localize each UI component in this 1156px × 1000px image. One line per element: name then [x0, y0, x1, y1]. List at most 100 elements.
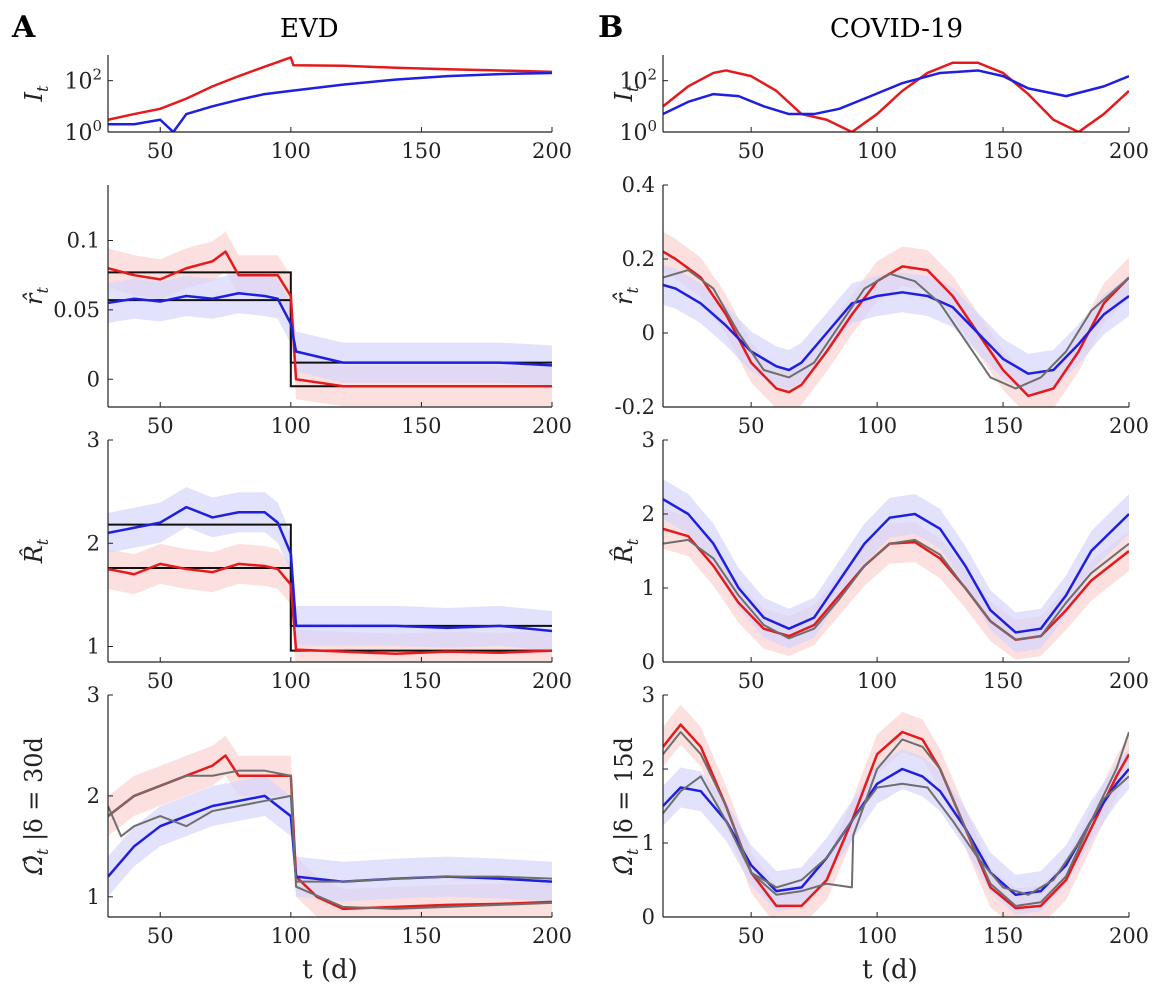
y-axis-label: Ω̂t |δ = 15d — [610, 737, 642, 876]
x-tick-label: 100 — [857, 924, 897, 948]
y-axis-label: Ω̂t |δ = 30d — [20, 737, 52, 876]
x-tick-label: 200 — [1109, 924, 1149, 948]
x-tick-label: 100 — [271, 924, 311, 948]
series-grey-2 — [663, 269, 1129, 390]
panel-title-covid: COVID-19 — [830, 14, 963, 44]
chart-B-R_t: 50 100 150 200 0 1 2 3 R̂t — [610, 428, 1149, 693]
y-tick-label: 3 — [87, 683, 100, 707]
y-tick-label: 100 — [64, 117, 102, 146]
panel-title-evd: EVD — [280, 14, 339, 44]
x-tick-label: 200 — [532, 924, 572, 948]
x-tick-label: 150 — [401, 139, 441, 163]
y-tick-label: 0.1 — [67, 229, 100, 253]
series-blue-1 — [663, 498, 1129, 634]
band-blue-1 — [108, 487, 552, 652]
x-tick-label: 150 — [983, 139, 1023, 163]
y-tick-label: 1 — [87, 635, 100, 659]
x-tick-label: 100 — [271, 414, 311, 438]
y-tick-label: 2 — [87, 531, 100, 555]
y-tick-label: 102 — [619, 66, 657, 95]
y-tick-label: 2 — [642, 502, 655, 526]
series-red-0 — [108, 250, 552, 388]
band-blue-1 — [108, 273, 552, 386]
y-tick-label: 2 — [642, 757, 655, 781]
x-tick-label: 200 — [532, 669, 572, 693]
y-tick-label: 0.05 — [53, 298, 100, 322]
x-tick-label: 50 — [738, 139, 765, 163]
y-tick-label: 1 — [642, 576, 655, 600]
x-tick-label: 200 — [532, 414, 572, 438]
band-blue-1 — [663, 479, 1129, 653]
y-axis-label: It — [20, 85, 52, 102]
x-tick-label: 150 — [983, 669, 1023, 693]
series-blue-1 — [108, 71, 552, 132]
chart-B-I_t: 50 100 150 200 It — [610, 55, 1149, 163]
y-tick-label: 0 — [642, 650, 655, 674]
y-tick-label: 3 — [642, 428, 655, 452]
x-tick-label: 100 — [857, 669, 897, 693]
x-tick-label: 100 — [857, 414, 897, 438]
y-tick-label: -0.2 — [615, 395, 656, 419]
series-blue-1 — [108, 291, 552, 367]
x-tick-label: 150 — [401, 414, 441, 438]
y-tick-label: 2 — [87, 784, 100, 808]
chart-A-I_t: 50 100 150 200 It — [20, 55, 572, 163]
series-blue-1 — [663, 69, 1129, 116]
series-red-0 — [108, 56, 552, 121]
x-tick-label: 50 — [738, 414, 765, 438]
series-blue-1 — [108, 505, 552, 633]
y-tick-label: 0.2 — [622, 247, 655, 271]
series-grey-3 — [663, 775, 1129, 896]
x-tick-label: 50 — [147, 414, 174, 438]
panel-letter-a: A — [12, 10, 36, 45]
x-tick-label: 50 — [147, 924, 174, 948]
series-red-0 — [663, 61, 1129, 132]
x-tick-label: 200 — [1109, 414, 1149, 438]
y-axis-label: R̂t — [610, 538, 642, 564]
y-tick-label: 1 — [642, 831, 655, 855]
series-grey-2 — [663, 731, 1129, 907]
x-tick-label: 150 — [983, 414, 1023, 438]
chart-A-Omega_t: 50 100 150 200 1 2 3 Ω̂t |δ = 30d — [20, 683, 572, 948]
y-tick-label: 1 — [87, 885, 100, 909]
x-axis-title: t (d) — [862, 955, 918, 985]
series-grey-3 — [108, 794, 552, 883]
y-tick-label: 100 — [619, 117, 657, 146]
y-tick-label: 3 — [87, 428, 100, 452]
x-tick-label: 100 — [857, 139, 897, 163]
band-blue-1 — [108, 775, 552, 902]
series-blue-1 — [663, 283, 1129, 375]
x-tick-label: 50 — [147, 139, 174, 163]
y-tick-label: 3 — [642, 683, 655, 707]
series-grey-2 — [108, 769, 552, 910]
chart-A-R_t: 50 100 150 200 1 2 3 R̂t — [20, 428, 572, 693]
y-tick-label: 0 — [87, 367, 100, 391]
band-red-0 — [108, 231, 552, 407]
x-tick-label: 50 — [738, 924, 765, 948]
y-axis-label: r̂t — [20, 286, 52, 304]
x-tick-label: 100 — [271, 139, 311, 163]
x-tick-label: 100 — [271, 669, 311, 693]
x-tick-label: 200 — [1109, 139, 1149, 163]
y-tick-label: 0 — [642, 321, 655, 345]
y-axis-label: It — [610, 85, 642, 102]
x-tick-label: 200 — [532, 139, 572, 163]
panel-letter-b: B — [598, 10, 624, 45]
y-tick-label: 102 — [64, 66, 102, 95]
x-tick-label: 200 — [1109, 669, 1149, 693]
y-tick-label: 0.4 — [622, 173, 655, 197]
band-blue-1 — [663, 264, 1129, 394]
chart-B-r_t: 50 100 150 200 -0.2 0 0.2 0.4 r̂t — [610, 173, 1149, 438]
y-tick-label: 0 — [642, 905, 655, 929]
y-axis-label: R̂t — [20, 538, 52, 564]
x-axis-title: t (d) — [302, 955, 358, 985]
x-tick-label: 150 — [401, 924, 441, 948]
x-tick-label: 50 — [738, 669, 765, 693]
series-grey-2 — [663, 538, 1129, 641]
y-axis-label: r̂t — [610, 286, 642, 304]
x-tick-label: 50 — [147, 669, 174, 693]
band-blue-1 — [663, 749, 1129, 915]
chart-A-r_t: 50 100 150 200 0 0.05 0.1 r̂t — [20, 185, 572, 438]
